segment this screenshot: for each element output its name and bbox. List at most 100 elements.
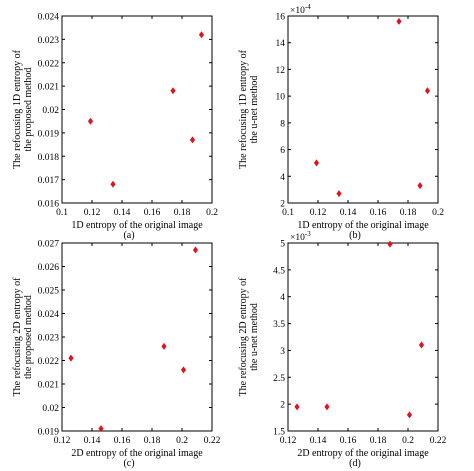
y-tick-label: 0.02 <box>42 106 59 116</box>
y-axis-label: The refocusing 2D entropy ofthe proposed… <box>12 277 34 397</box>
plot-frame <box>61 242 213 432</box>
y-tick-label: 0.019 <box>38 129 60 139</box>
x-tick-label: 0.2 <box>176 436 188 446</box>
x-tick-label: 0.16 <box>114 436 131 446</box>
x-tick-label: 0.12 <box>310 208 327 218</box>
y-tick-label: 0.022 <box>38 59 60 69</box>
y-tick-label: 3.5 <box>273 320 285 330</box>
y-tick-label: 0.024 <box>38 13 60 23</box>
x-tick-label: 0.18 <box>370 436 387 446</box>
x-tick-label: 0.16 <box>144 208 161 218</box>
x-tick-label: 0.16 <box>340 436 357 446</box>
x-tick-label: 0.12 <box>84 208 101 218</box>
x-axis-label: 2D entropy of the original image <box>297 448 429 459</box>
y-tick-label: 6 <box>280 146 285 156</box>
data-point-diamond <box>170 87 176 95</box>
data-point-diamond <box>406 411 413 419</box>
x-tick-label: 0.14 <box>310 436 327 446</box>
y-tick-label: 14 <box>276 39 286 49</box>
y-tick-label: 0.022 <box>38 357 60 367</box>
x-tick-label: 0.22 <box>204 436 221 446</box>
panel-d: 0.12 0.14 0.16 0.18 0.2 0.22 1.5 2 2.5 3 3.5 4 4.5 5 ×… <box>238 230 447 469</box>
y-axis-label-line: The refocusing 1D entropy of <box>12 49 23 169</box>
y-tick-label: 0.019 <box>38 428 60 438</box>
y-tick-label: 0.018 <box>38 153 60 163</box>
y-axis-label-line: The refocusing 2D entropy of <box>238 277 249 397</box>
y-tick-label: 3 <box>280 347 285 357</box>
plot-frame <box>287 242 439 432</box>
plot-frame <box>287 15 439 204</box>
data-point-diamond <box>98 425 104 433</box>
y-axis-label: The refocusing 1D entropy ofthe u-net me… <box>238 49 260 169</box>
panel-caption: (d) <box>349 458 361 469</box>
x-tick-label: 0.2 <box>402 436 414 446</box>
x-axis-label: 1D entropy of the original image <box>71 220 203 231</box>
panel-caption: (b) <box>349 230 361 241</box>
data-point-diamond <box>387 240 393 248</box>
data-point-diamond <box>396 17 402 25</box>
y-axis-label-line: the u-net method <box>249 303 260 371</box>
y-axis-label: The refocusing 1D entropy ofthe proposed… <box>12 49 34 169</box>
y-tick-label: 16 <box>276 13 286 23</box>
y-axis-label-line: The refocusing 1D entropy of <box>238 49 249 169</box>
data-point-diamond <box>417 182 423 190</box>
axis-multiplier: ×10-4 <box>290 3 311 16</box>
y-axis-label-line: the u-net method <box>249 76 260 144</box>
data-point-diamond <box>336 190 342 198</box>
y-tick-label: 12 <box>276 66 286 76</box>
x-tick-label: 0.12 <box>280 436 297 446</box>
y-tick-label: 2 <box>280 200 285 210</box>
data-point-diamond <box>192 246 199 254</box>
x-axis-label: 2D entropy of the original image <box>71 448 203 459</box>
x-tick-label: 0.18 <box>400 208 417 218</box>
y-tick-label: 0.02 <box>42 404 59 414</box>
y-axis-label-line: The refocusing 2D entropy of <box>12 277 23 397</box>
y-axis-label-line: the proposed method <box>23 295 34 379</box>
x-tick-label: 0.14 <box>114 208 131 218</box>
y-tick-label: 0.026 <box>38 263 60 273</box>
y-tick-label: 0.024 <box>38 310 60 320</box>
x-tick-label: 0.1 <box>282 208 294 218</box>
panel-caption: (c) <box>123 458 134 469</box>
y-tick-label: 0.017 <box>38 176 60 186</box>
data-point-diamond <box>313 159 320 167</box>
data-point-diamond <box>294 403 300 411</box>
y-tick-label: 0.021 <box>38 83 60 93</box>
y-tick-label: 4 <box>280 173 285 183</box>
data-point-diamond <box>424 87 431 95</box>
data-point-diamond <box>161 342 167 350</box>
x-tick-label: 0.2 <box>432 208 444 218</box>
data-point-diamond <box>324 403 330 411</box>
x-tick-label: 0.14 <box>84 436 101 446</box>
panel-caption: (a) <box>123 230 134 241</box>
panel-b: 0.1 0.12 0.14 0.16 0.18 0.2 2 4 6 8 10 12 14 16 ×10-4 1… <box>238 3 444 241</box>
y-tick-label: 8 <box>280 119 285 129</box>
x-tick-label: 0.2 <box>206 208 218 218</box>
y-tick-label: 0.016 <box>38 200 60 210</box>
plot-frame <box>61 15 213 204</box>
data-point-diamond <box>198 31 205 39</box>
x-tick-label: 0.22 <box>430 436 447 446</box>
x-tick-label: 0.16 <box>370 208 387 218</box>
y-tick-label: 10 <box>276 93 286 103</box>
axis-multiplier: ×10-3 <box>290 230 311 243</box>
y-axis-label-line: the proposed method <box>23 68 34 152</box>
y-tick-label: 4.5 <box>273 266 285 276</box>
y-tick-label: 0.027 <box>38 240 60 250</box>
x-tick-label: 0.14 <box>340 208 357 218</box>
panel-a: 0.1 0.12 0.14 0.16 0.18 0.2 0.016 0.017 0.018 0.0… <box>12 13 218 242</box>
y-tick-label: 1.5 <box>273 428 285 438</box>
y-tick-label: 0.023 <box>38 36 60 46</box>
x-tick-label: 0.1 <box>56 208 68 218</box>
y-tick-label: 2.5 <box>273 374 285 384</box>
y-tick-label: 0.025 <box>38 287 60 297</box>
x-tick-label: 0.18 <box>144 436 161 446</box>
data-point-diamond <box>110 180 116 188</box>
data-point-diamond <box>189 136 196 144</box>
y-tick-label: 4 <box>280 293 285 303</box>
data-point-diamond <box>180 366 187 374</box>
panel-c: 0.12 0.14 0.16 0.18 0.2 0.22 0.019 0.02 0.021 0.0… <box>12 240 221 470</box>
y-axis-label: The refocusing 2D entropy ofthe u-net me… <box>238 277 260 397</box>
y-tick-label: 5 <box>280 240 285 250</box>
